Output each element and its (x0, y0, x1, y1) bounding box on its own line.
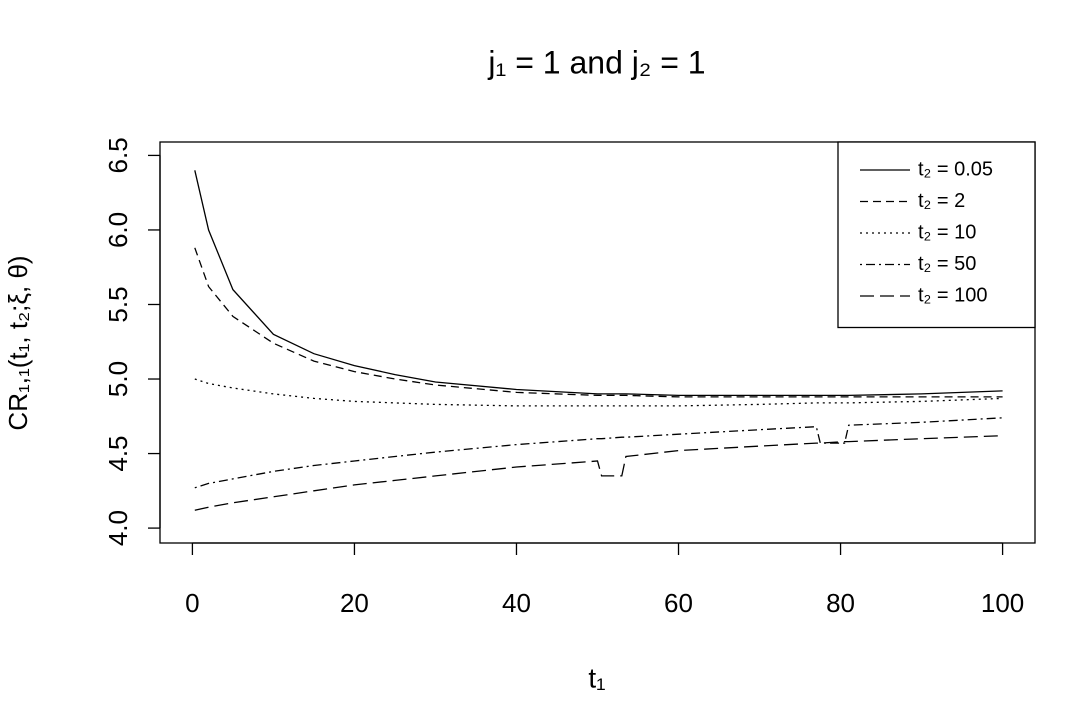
y-axis-label: CR₁,₁(t₁, t₂;ξ, θ) (3, 255, 33, 430)
data-line (194, 435, 1003, 511)
x-tick-label: 80 (826, 588, 855, 618)
legend-label: t₂ = 50 (918, 253, 976, 275)
y-tick-label: 5.5 (103, 286, 133, 322)
data-line (194, 170, 1003, 397)
x-tick-label: 60 (664, 588, 693, 618)
y-tick-label: 6.5 (103, 137, 133, 173)
x-tick-label: 0 (185, 588, 199, 618)
x-tick-label: 20 (340, 588, 369, 618)
legend-label: t₂ = 0.05 (918, 158, 993, 180)
x-tick-label: 40 (502, 588, 531, 618)
chart-title: j₁ = 1 and j₂ = 1 (487, 44, 705, 80)
y-tick-label: 5.0 (103, 361, 133, 397)
y-tick-label: 4.5 (103, 435, 133, 471)
x-axis-label: t₁ (588, 662, 605, 693)
legend-label: t₂ = 100 (918, 284, 987, 306)
legend-label: t₂ = 2 (918, 190, 965, 212)
data-line (194, 378, 1003, 407)
y-tick-label: 6.0 (103, 212, 133, 248)
y-tick-label: 4.0 (103, 510, 133, 546)
x-tick-label: 100 (981, 588, 1024, 618)
legend-label: t₂ = 10 (918, 221, 976, 243)
data-line (194, 417, 1003, 489)
